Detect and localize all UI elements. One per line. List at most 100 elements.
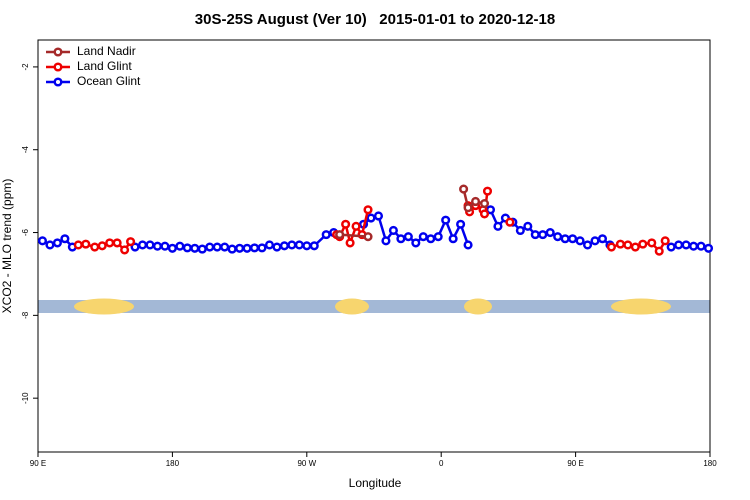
data-point	[272, 242, 282, 252]
y-tick-label: -6	[21, 228, 30, 236]
data-point	[175, 241, 185, 251]
data-point	[345, 238, 355, 248]
x-tick-label: 0	[439, 459, 444, 468]
data-point	[145, 240, 155, 250]
data-point	[302, 241, 312, 251]
data-point	[351, 221, 361, 231]
data-point	[257, 243, 267, 253]
legend-label: Land Glint	[77, 59, 132, 73]
data-point	[523, 221, 533, 231]
data-point	[493, 221, 503, 231]
data-point	[396, 234, 406, 244]
data-point	[426, 234, 436, 244]
data-point	[60, 234, 70, 244]
data-point	[52, 238, 62, 248]
data-point	[249, 243, 260, 253]
legend-marker	[53, 62, 63, 72]
legend-label: Land Nadir	[77, 44, 136, 58]
data-point	[45, 240, 55, 250]
data-point	[418, 232, 428, 242]
legend-label: Ocean Glint	[77, 74, 141, 88]
data-point	[373, 211, 384, 221]
data-point	[205, 242, 215, 252]
data-point	[235, 243, 245, 253]
chart-title: 30S-25S August (Ver 10) 2015-01-01 to 20…	[195, 11, 555, 28]
y-tick-label: -2	[21, 63, 30, 71]
data-point	[321, 230, 331, 240]
data-point	[190, 243, 200, 253]
data-point	[433, 232, 443, 242]
data-point	[479, 199, 490, 209]
data-point	[37, 236, 48, 246]
data-point	[381, 236, 391, 246]
land-strip	[464, 298, 492, 315]
data-point	[363, 205, 373, 215]
data-point	[287, 240, 297, 250]
data-point	[309, 241, 319, 251]
data-point	[505, 217, 515, 227]
data-point	[703, 243, 714, 253]
data-point	[220, 242, 230, 252]
data-point	[482, 186, 493, 196]
data-point	[152, 241, 163, 251]
data-point	[582, 240, 593, 250]
data-point	[597, 234, 608, 244]
data-point	[90, 242, 100, 252]
data-point	[456, 219, 466, 229]
data-point	[545, 227, 555, 238]
data-point	[515, 225, 525, 236]
data-point	[341, 219, 351, 229]
data-point	[553, 232, 563, 242]
x-tick-label: 180	[166, 459, 180, 468]
data-point	[470, 196, 481, 207]
data-point	[530, 230, 540, 240]
land-strip	[74, 298, 134, 315]
data-point	[479, 209, 490, 219]
series	[37, 205, 714, 254]
data-point	[538, 230, 548, 240]
y-axis-label: XCO2 - MLO trend (ppm)	[0, 179, 14, 314]
data-point	[411, 238, 421, 248]
data-point	[130, 242, 140, 252]
data-point	[73, 240, 83, 250]
data-point	[660, 236, 670, 246]
series-line	[462, 188, 485, 210]
data-point	[590, 236, 600, 246]
data-point	[279, 241, 289, 251]
x-tick-label: 90 W	[297, 459, 316, 468]
data-point	[403, 232, 413, 242]
x-tick-label: 90 E	[567, 459, 583, 468]
data-point	[638, 239, 648, 249]
x-tick-label: 180	[703, 459, 717, 468]
data-point	[242, 243, 252, 253]
y-tick-label: -8	[21, 311, 30, 319]
y-tick-label: -10	[21, 392, 30, 404]
data-point	[366, 213, 376, 223]
data-point	[606, 242, 616, 252]
data-point	[335, 230, 345, 240]
data-point	[654, 246, 664, 256]
data-point	[126, 237, 136, 247]
data-point	[137, 240, 148, 250]
data-point	[112, 238, 122, 248]
data-point	[197, 244, 207, 254]
data-point	[568, 234, 578, 244]
data-point	[294, 240, 304, 250]
data-point	[212, 242, 222, 252]
data-point	[560, 234, 570, 244]
data-point	[615, 239, 625, 249]
data-point	[666, 242, 676, 252]
data-point	[160, 241, 170, 251]
data-point	[264, 240, 275, 250]
data-point	[689, 241, 699, 251]
data-point	[167, 243, 177, 253]
data-point	[463, 240, 473, 250]
data-point	[647, 238, 657, 248]
data-point	[97, 241, 107, 251]
legend-marker	[53, 77, 63, 87]
data-point	[105, 238, 115, 248]
series-line	[339, 233, 369, 238]
data-point	[630, 242, 640, 252]
data-point	[674, 240, 684, 250]
